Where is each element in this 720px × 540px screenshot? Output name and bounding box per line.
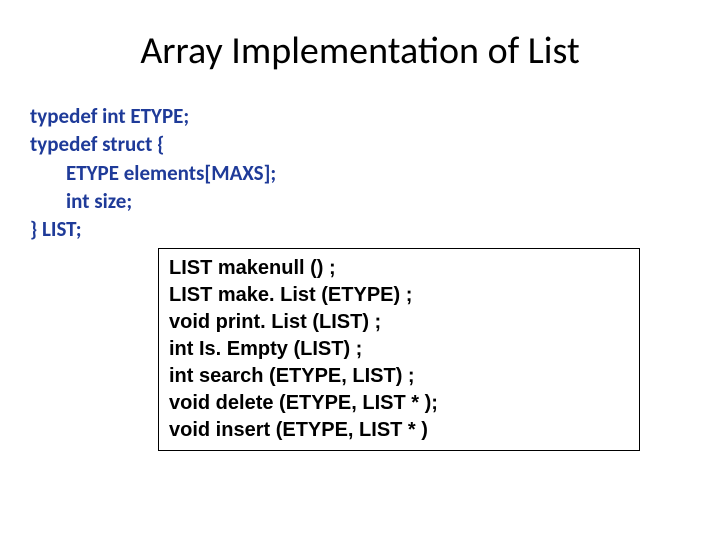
- slide-container: Array Implementation of List typedef int…: [0, 0, 720, 540]
- typedef-line-1: typedef int ETYPE;: [30, 102, 690, 130]
- func-line-3: void print. List (LIST) ;: [169, 309, 629, 336]
- slide-title: Array Implementation of List: [30, 28, 690, 74]
- func-line-2: LIST make. List (ETYPE) ;: [169, 282, 629, 309]
- func-line-1: LIST makenull () ;: [169, 255, 629, 282]
- func-line-7: void insert (ETYPE, LIST * ): [169, 417, 629, 444]
- typedef-line-2: typedef struct {: [30, 130, 690, 158]
- function-box: LIST makenull () ; LIST make. List (ETYP…: [158, 248, 640, 451]
- typedef-line-4: int size;: [30, 187, 690, 215]
- typedef-line-3: ETYPE elements[MAXS];: [30, 159, 690, 187]
- typedef-line-5: } LIST;: [30, 215, 690, 243]
- typedef-block: typedef int ETYPE; typedef struct { ETYP…: [30, 102, 690, 244]
- func-line-6: void delete (ETYPE, LIST * );: [169, 390, 629, 417]
- func-line-5: int search (ETYPE, LIST) ;: [169, 363, 629, 390]
- func-line-4: int Is. Empty (LIST) ;: [169, 336, 629, 363]
